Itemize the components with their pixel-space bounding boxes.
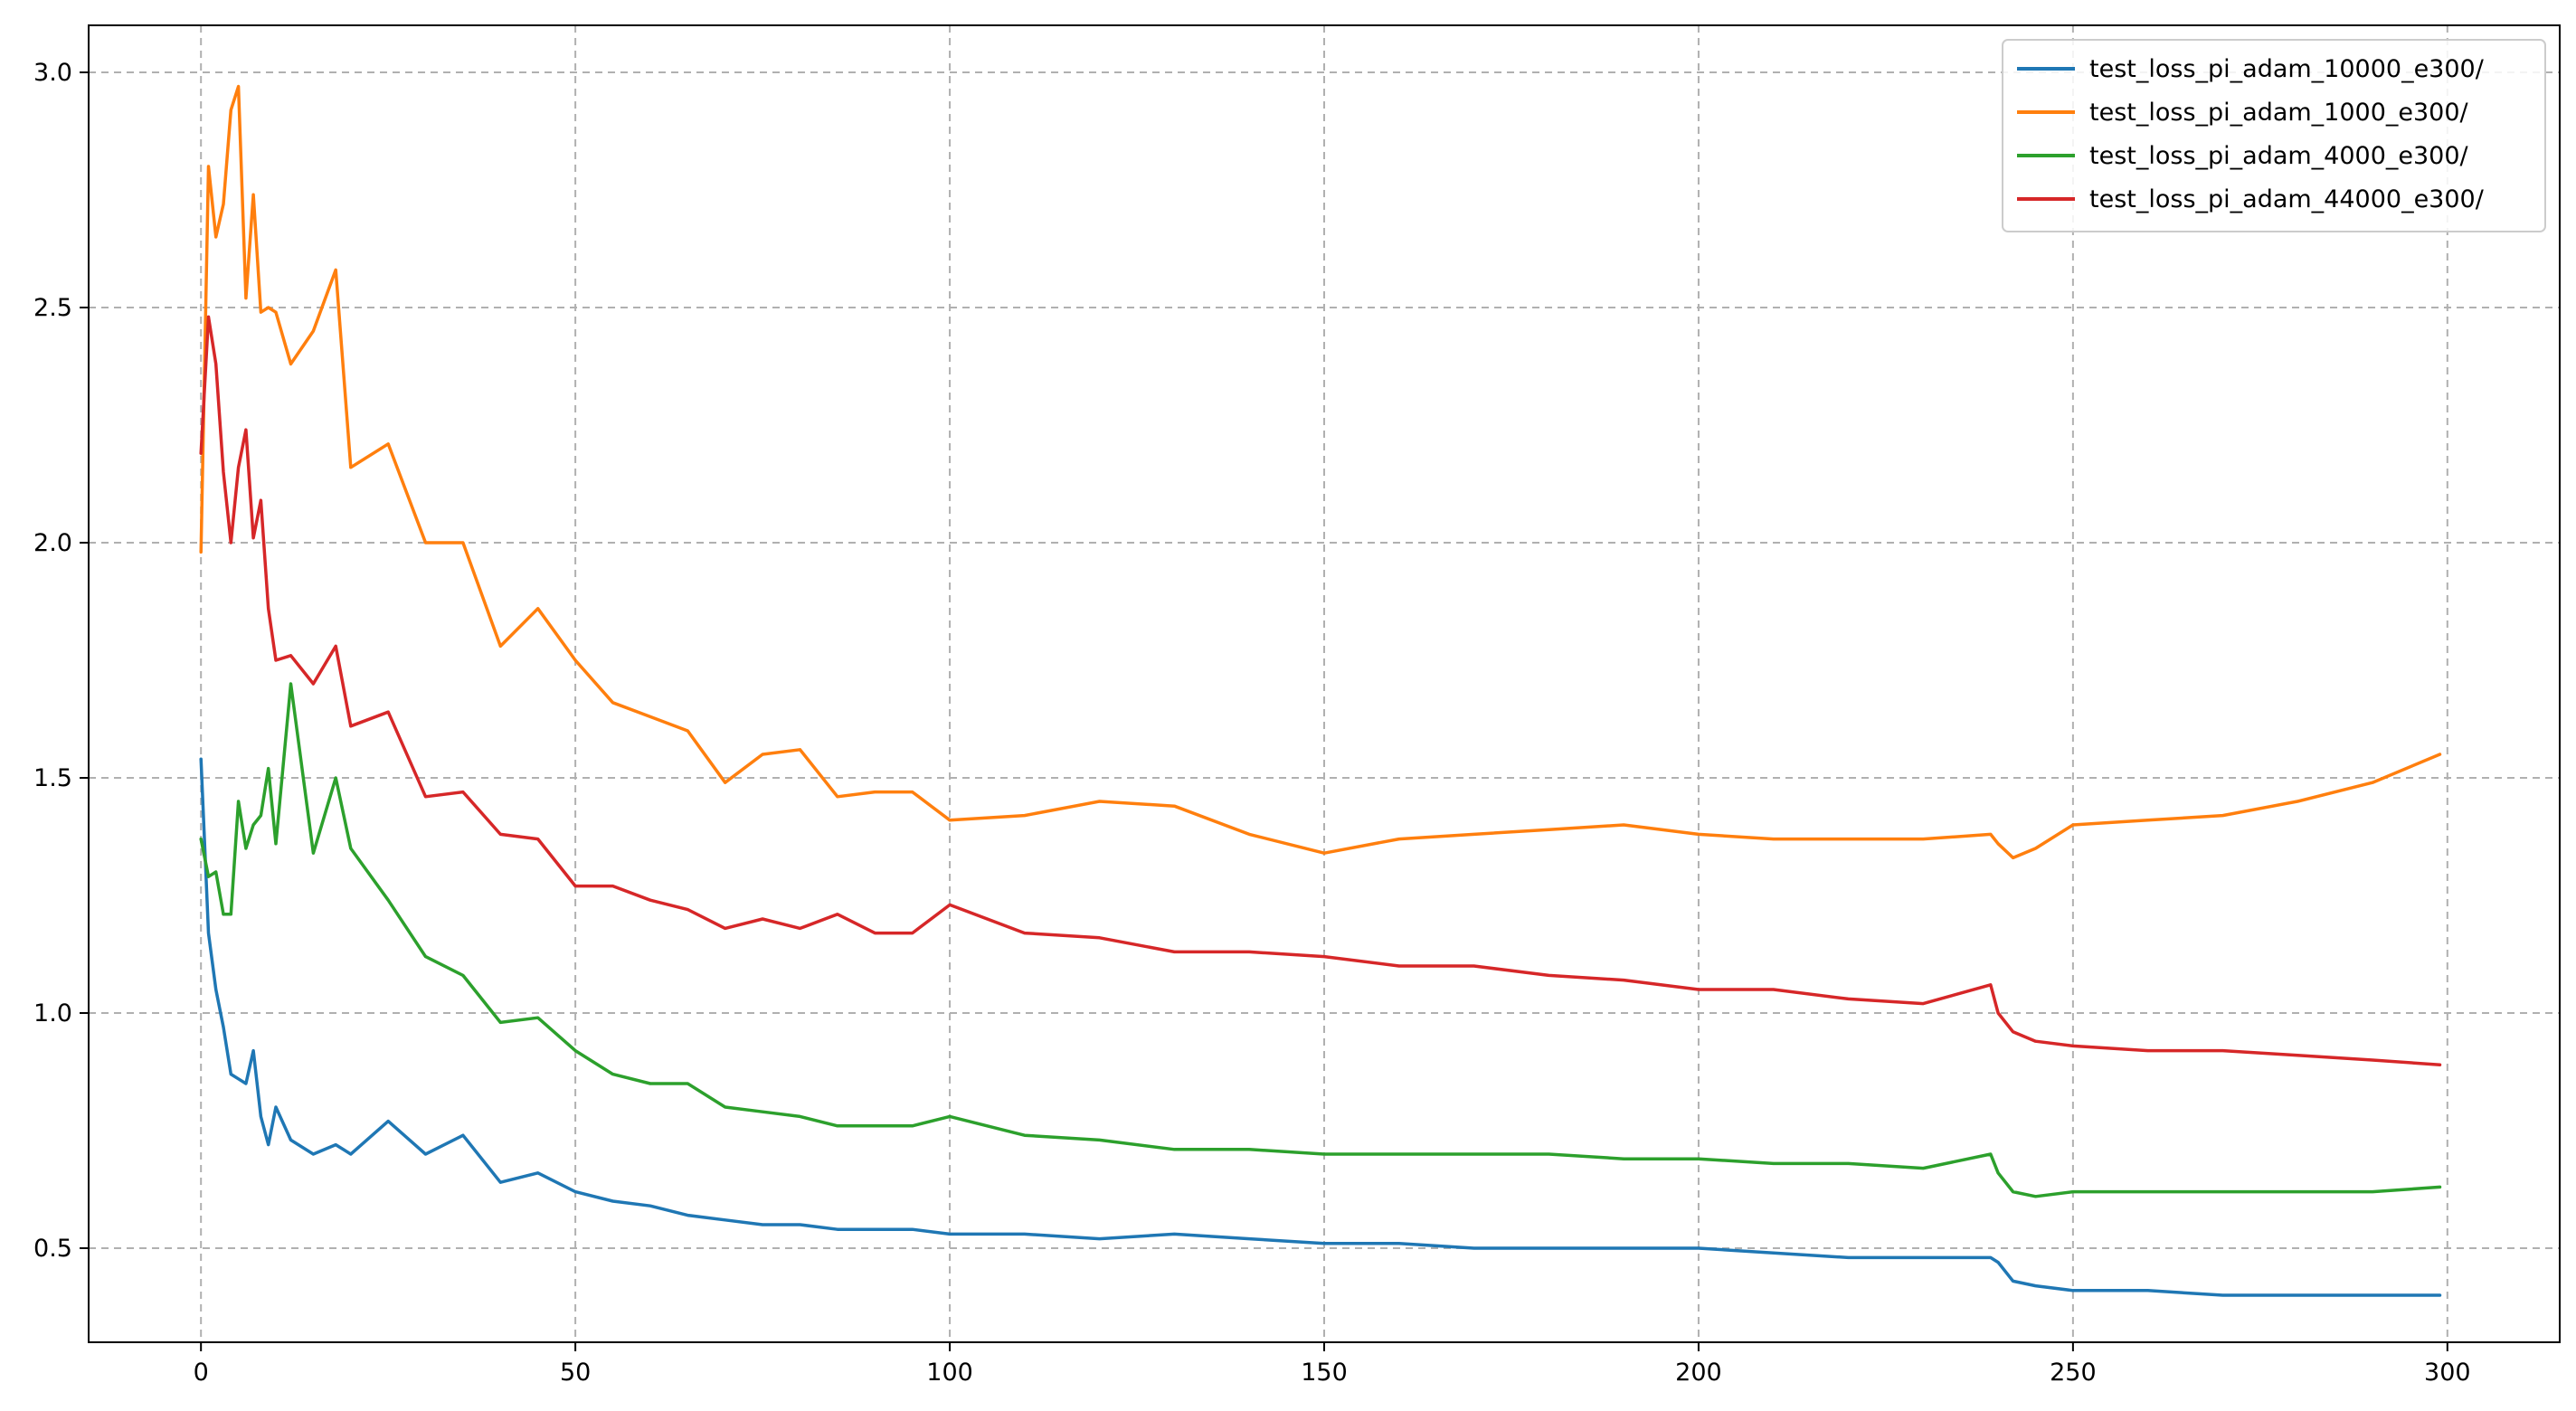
series-line-1 xyxy=(199,757,2442,1297)
legend-label-3: test_loss_pi_adam_4000_e300/ xyxy=(2089,142,2469,170)
legend-box xyxy=(2002,39,2546,232)
series-layer xyxy=(199,84,2442,1297)
y-tick-label: 2.5 xyxy=(33,294,72,322)
y-tick-label: 0.5 xyxy=(33,1235,72,1263)
x-tick-label: 250 xyxy=(2050,1359,2097,1387)
x-tick-label: 50 xyxy=(560,1359,591,1387)
y-tick-label: 2.0 xyxy=(33,529,72,557)
series-line-3 xyxy=(199,682,2442,1198)
x-tick-label: 300 xyxy=(2424,1359,2471,1387)
tick-layer: 0 50 100 150 200 250 300 0.5 1.0 1.5 2.0 2.5 3.0 xyxy=(33,59,2471,1387)
series-line-2 xyxy=(199,84,2442,860)
series-line-4 xyxy=(199,315,2442,1066)
legend-label-1: test_loss_pi_adam_10000_e300/ xyxy=(2089,55,2485,83)
x-tick-label: 150 xyxy=(1301,1359,1348,1387)
legend-label-4: test_loss_pi_adam_44000_e300/ xyxy=(2089,185,2485,213)
y-tick-label: 3.0 xyxy=(33,59,72,87)
y-tick-label: 1.0 xyxy=(33,999,72,1027)
grid-layer xyxy=(89,25,2560,1342)
legend-label-2: test_loss_pi_adam_1000_e300/ xyxy=(2089,99,2469,127)
legend: test_loss_pi_adam_10000_e300/test_loss_p… xyxy=(2002,39,2546,232)
x-tick-label: 100 xyxy=(926,1359,973,1387)
y-tick-label: 1.5 xyxy=(33,764,72,792)
x-tick-label: 0 xyxy=(194,1359,209,1387)
x-tick-label: 200 xyxy=(1675,1359,1722,1387)
